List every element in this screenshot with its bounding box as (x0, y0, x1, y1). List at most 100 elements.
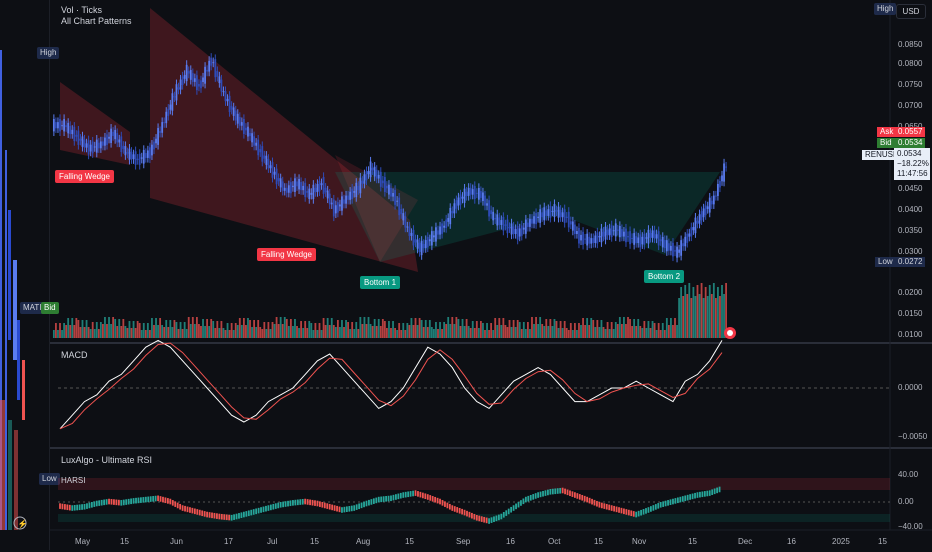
candle-body (529, 218, 531, 227)
rsi-bar (603, 503, 606, 509)
rsi-bar (375, 497, 378, 504)
volume-bar (582, 318, 584, 338)
candle-body (404, 216, 407, 228)
candle-body (486, 203, 488, 206)
candle-body (663, 240, 666, 249)
volume-bar (637, 319, 640, 338)
macd-signal-line (59, 342, 723, 430)
volume-bar (67, 318, 70, 338)
candle-body (353, 190, 356, 193)
volume-bar (663, 330, 666, 338)
rsi-bar (527, 495, 530, 502)
candle-body (545, 210, 548, 216)
candle-body (157, 128, 159, 145)
candle-body (406, 226, 409, 228)
volume-bar (116, 326, 119, 338)
rsi-bar (493, 516, 495, 523)
candle-body (373, 166, 376, 177)
volume-bar (620, 324, 623, 338)
candle-body (102, 141, 104, 146)
candle-body (645, 237, 648, 239)
volume-bar (723, 294, 725, 338)
rsi-bar (113, 499, 115, 505)
volume-bar (222, 328, 225, 338)
volume-bar (394, 328, 396, 338)
rsi-overbought-band (58, 478, 890, 490)
volume-bar (104, 317, 106, 338)
rsi-bar (233, 514, 235, 520)
volume-bar (379, 326, 382, 338)
rsi-bar (201, 510, 204, 517)
rsi-bar (718, 486, 721, 493)
candle-body (388, 184, 390, 195)
rsi-bar (66, 504, 69, 511)
candle-body (224, 91, 227, 102)
pattern-label: Falling Wedge (257, 248, 316, 261)
volume-bar (625, 324, 627, 338)
rsi-bar (220, 513, 223, 520)
candle-body (555, 210, 558, 212)
currency-selector[interactable]: USD (896, 4, 926, 19)
rsi-bar (93, 501, 96, 507)
candle-body (71, 129, 74, 135)
volume-bar (712, 283, 715, 338)
candle-body (686, 233, 689, 243)
rsi-bar (542, 490, 544, 497)
volume-bar (132, 321, 135, 338)
rsi-bar (108, 498, 110, 505)
rsi-bar (353, 505, 356, 511)
rsi-bar (159, 496, 162, 502)
candle-body (435, 227, 437, 242)
volume-bar (526, 322, 529, 338)
candle-body (89, 144, 92, 152)
volume-bar (336, 320, 339, 338)
volume-bar (633, 319, 636, 338)
candle-body (371, 167, 374, 171)
volume-bar (328, 325, 331, 338)
candle-body (600, 228, 603, 243)
candle-body (300, 182, 302, 191)
candle-body (655, 234, 658, 239)
rsi-bar (149, 496, 152, 502)
candle-body (369, 161, 372, 178)
candle-body (146, 150, 149, 158)
volume-bar (195, 317, 198, 338)
volume-bar (302, 328, 305, 338)
candle-body (700, 211, 703, 221)
candle-body (212, 62, 215, 64)
volume-bar (400, 330, 403, 338)
candle-body (484, 195, 486, 206)
macd-axis-label: 0.0000 (898, 383, 923, 392)
volume-bar (469, 328, 472, 338)
volume-bar (473, 328, 476, 338)
rsi-bar (708, 490, 711, 496)
candle-body (185, 64, 188, 82)
volume-bar (573, 323, 576, 338)
rsi-bar (296, 499, 299, 506)
rsi-bar (581, 494, 584, 501)
volume-bar (533, 324, 535, 338)
symbol-line: Vol · Ticks (61, 5, 103, 15)
volume-bar (531, 317, 533, 338)
harsi-sub: HARSI (61, 476, 86, 485)
volume-bar (332, 325, 335, 338)
rsi-bar (314, 500, 316, 506)
volume-bar (571, 330, 574, 338)
volume-bar (355, 322, 358, 338)
candle-body (355, 182, 358, 198)
volume-bar (453, 324, 456, 338)
volume-bar (214, 328, 217, 338)
candle-body (110, 128, 112, 143)
candle-body (222, 91, 225, 93)
volume-bar (643, 321, 646, 338)
flag-icon-inner (727, 330, 733, 336)
volume-bar (555, 321, 558, 338)
volume-bar (665, 318, 668, 338)
rsi-bar (90, 502, 93, 508)
candle-body (498, 217, 501, 225)
volume-bar (524, 329, 527, 338)
candle-body (490, 210, 493, 215)
rsi-bar (701, 491, 704, 498)
candle-body (259, 149, 262, 153)
candle-body (220, 79, 223, 92)
